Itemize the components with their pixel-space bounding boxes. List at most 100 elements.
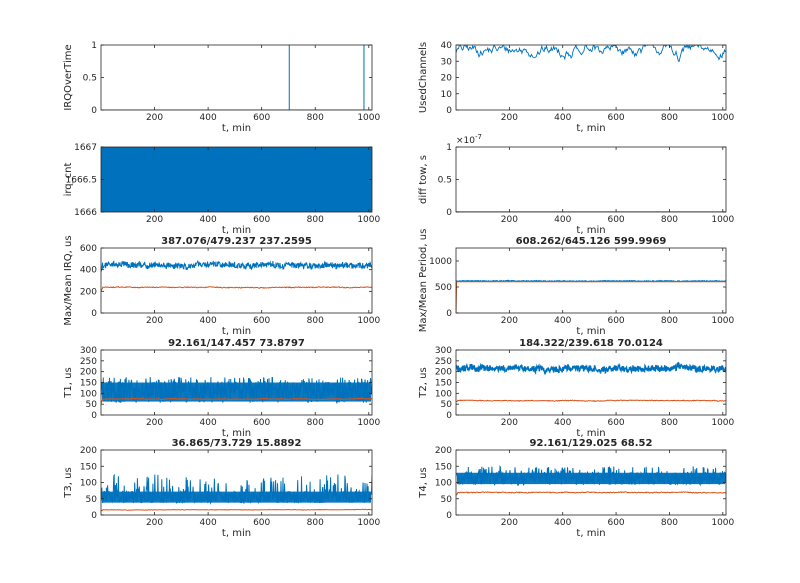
y-tick-label: 1 — [91, 41, 97, 51]
y-tick-label: 0.5 — [83, 74, 97, 84]
data-layer — [456, 465, 726, 496]
x-tick-label: 400 — [200, 215, 217, 225]
y-tick-label: 30 — [441, 57, 453, 67]
x-tick-label: 400 — [200, 518, 217, 528]
x-axis-label: t, min — [222, 326, 251, 337]
y-tick-label: 150 — [435, 379, 452, 389]
x-tick-label: 400 — [554, 518, 571, 528]
y-axis-label: IRQOverTime — [63, 44, 74, 110]
x-tick-label: 400 — [200, 418, 217, 428]
series-line — [456, 465, 726, 487]
panel-title: 608.262/645.126 599.9969 — [516, 236, 667, 247]
y-tick-label: 500 — [435, 283, 452, 293]
x-tick-label: 1000 — [711, 418, 734, 428]
y-axis-label: T2, us — [418, 367, 429, 398]
x-tick-label: 600 — [253, 418, 270, 428]
y-tick-label: 50 — [441, 400, 453, 410]
y-axis-label: irq_cnt — [63, 163, 74, 197]
y-tick-label: 100 — [435, 479, 452, 489]
y-tick-label: 250 — [80, 357, 97, 367]
x-tick-label: 200 — [501, 215, 518, 225]
data-layer — [456, 279, 726, 313]
x-tick-label: 200 — [146, 518, 163, 528]
x-axis-label: t, min — [576, 326, 605, 337]
y-tick-label: 200 — [80, 368, 97, 378]
y-axis-label: Max/Mean IRQ, us — [63, 235, 74, 325]
plot-area — [456, 350, 726, 415]
x-tick-label: 800 — [307, 113, 324, 123]
x-tick-label: 800 — [661, 215, 678, 225]
plot-area — [101, 248, 372, 313]
y-exponent-label: ×10-7 — [456, 133, 482, 146]
series-line — [456, 281, 726, 313]
plot-area — [101, 45, 372, 110]
x-tick-label: 400 — [200, 316, 217, 326]
x-tick-label: 1000 — [357, 113, 380, 123]
x-tick-label: 600 — [607, 316, 624, 326]
x-tick-label: 600 — [607, 215, 624, 225]
series-line — [101, 376, 372, 405]
y-tick-label: 0.5 — [438, 176, 452, 186]
panel-t4: 200 400 600 800 1000 0 50 100 150 200 t, min T4, us… — [418, 438, 735, 539]
data-layer — [456, 361, 726, 403]
y-tick-label: 200 — [80, 446, 97, 456]
y-axis-label: T4, us — [418, 467, 429, 498]
y-tick-label: 1666 — [74, 208, 97, 218]
y-tick-label: 200 — [435, 446, 452, 456]
y-tick-label: 0 — [91, 511, 97, 521]
x-tick-label: 200 — [146, 113, 163, 123]
x-tick-label: 1000 — [357, 316, 380, 326]
x-tick-label: 600 — [253, 215, 270, 225]
data-layer — [101, 147, 372, 212]
x-tick-label: 1000 — [357, 215, 380, 225]
plot-area — [456, 147, 726, 212]
panel-title: 387.076/479.237 237.2595 — [161, 236, 312, 247]
y-tick-label: 20 — [441, 74, 453, 84]
panel-title: 36.865/73.729 15.8892 — [172, 438, 302, 449]
y-tick-label: 300 — [435, 346, 452, 356]
x-axis-label: t, min — [576, 428, 605, 439]
y-tick-label: 200 — [435, 368, 452, 378]
series-line — [101, 259, 372, 272]
panel-t3: 200 400 600 800 1000 0 50 100 150 200 t, min T3, us… — [63, 438, 381, 539]
x-tick-label: 1000 — [357, 418, 380, 428]
x-tick-label: 400 — [554, 113, 571, 123]
y-tick-label: 0 — [446, 511, 452, 521]
y-axis-label: Max/Mean Period, us — [418, 229, 429, 333]
x-tick-label: 400 — [200, 113, 217, 123]
x-tick-label: 600 — [253, 113, 270, 123]
x-tick-label: 800 — [307, 215, 324, 225]
y-axis-label: diff tow, s — [418, 155, 429, 204]
y-tick-label: 1000 — [429, 257, 452, 267]
y-tick-label: 600 — [80, 244, 97, 254]
series-line — [456, 361, 726, 376]
x-tick-label: 1000 — [357, 518, 380, 528]
panel-used-channels: 200 400 600 800 1000 0 10 20 30 40 t, min UsedChann… — [418, 41, 735, 134]
x-tick-label: 400 — [554, 418, 571, 428]
y-tick-label: 250 — [435, 357, 452, 367]
y-tick-label: 40 — [441, 41, 453, 51]
x-tick-label: 1000 — [711, 316, 734, 326]
y-axis-label: T3, us — [63, 467, 74, 498]
x-tick-label: 800 — [661, 113, 678, 123]
x-tick-label: 600 — [607, 113, 624, 123]
y-tick-label: 0 — [446, 208, 452, 218]
y-tick-label: 0 — [91, 411, 97, 421]
panel-irq-cnt: 200 400 600 800 1000 1666 1666.5 1667 t, min irq_… — [63, 143, 381, 236]
x-axis-label: t, min — [576, 123, 605, 134]
y-axis-label: T1, us — [63, 367, 74, 398]
plot-area — [101, 450, 372, 515]
panel-title: 184.322/239.618 70.0124 — [519, 338, 663, 349]
data-layer — [101, 259, 372, 292]
series-line — [101, 286, 372, 292]
panel-diff-tow: 200 400 600 800 1000 0 0.5 1 ×10-7 t, min diff tow… — [418, 133, 735, 236]
x-tick-label: 200 — [146, 316, 163, 326]
y-tick-label: 200 — [80, 287, 97, 297]
data-layer — [101, 45, 372, 110]
x-axis-label: t, min — [222, 225, 251, 236]
x-axis-label: t, min — [576, 528, 605, 539]
x-tick-label: 1000 — [711, 215, 734, 225]
panel-title: 92.161/129.025 68.52 — [530, 438, 653, 449]
